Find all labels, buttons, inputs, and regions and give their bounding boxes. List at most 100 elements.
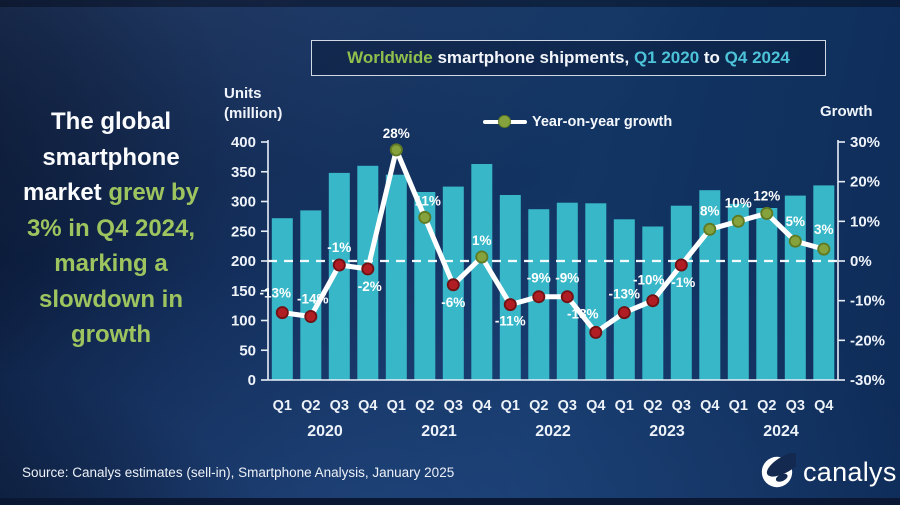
growth-label-Q3-2020: -1% (327, 240, 351, 255)
growth-label-Q1-2021: 28% (383, 126, 410, 141)
growth-label-Q1-2020: -13% (260, 286, 292, 301)
left-tick-label-350: 350 (231, 164, 256, 181)
headline-segment: market (22, 179, 102, 206)
left-axis-title-line1: Units (224, 85, 262, 102)
bar-Q4-2020 (357, 165, 379, 380)
growth-marker-Q4-2021 (475, 250, 489, 264)
x-label-Q3-2021: Q3 (444, 398, 463, 414)
x-label-Q4-2022: Q4 (586, 398, 605, 414)
growth-label-Q4-2024: 3% (814, 222, 834, 237)
growth-marker-Q3-2020 (332, 258, 346, 272)
x-label-Q4-2020: Q4 (358, 398, 377, 414)
headline-line: The global (4, 104, 218, 140)
right-tick-label-0: 0% (850, 253, 872, 270)
x-label-Q2-2021: Q2 (415, 398, 434, 414)
bottom-border-strip (0, 498, 900, 505)
bar-Q1-2023 (613, 219, 635, 380)
growth-marker-Q4-2020 (361, 262, 375, 276)
x-label-Q3-2024: Q3 (786, 398, 805, 414)
headline-line: growth (4, 317, 218, 353)
growth-label-Q2-2023: -10% (633, 273, 665, 288)
canalys-logo: canalys (758, 453, 897, 491)
title-part-start-quarter: Q1 2020 (633, 48, 700, 67)
headline-segment: 3% in Q4 2024, (26, 214, 196, 242)
canalys-logo-text: canalys (803, 456, 897, 487)
growth-marker-Q3-2021 (446, 278, 460, 292)
x-label-Q1-2022: Q1 (501, 398, 520, 414)
x-label-Q1-2021: Q1 (387, 398, 406, 414)
x-label-Q3-2022: Q3 (558, 398, 577, 414)
x-label-Q4-2021: Q4 (472, 398, 491, 414)
x-label-Q2-2022: Q2 (529, 398, 548, 414)
growth-label-Q3-2024: 5% (786, 214, 806, 229)
legend-line-icon (483, 115, 527, 129)
headline-line: smartphone (4, 140, 218, 176)
bar-Q2-2024 (756, 208, 778, 380)
headline-segment: grew by (101, 179, 200, 206)
year-label-2023: 2023 (649, 423, 685, 440)
year-label-2020: 2020 (307, 423, 343, 440)
growth-marker-Q2-2021 (418, 210, 432, 224)
bar-Q4-2023 (699, 190, 721, 380)
bar-Q3-2023 (670, 205, 692, 380)
growth-marker-Q2-2022 (532, 290, 546, 304)
growth-marker-Q1-2024 (731, 214, 745, 228)
bar-Q1-2024 (727, 203, 749, 380)
growth-marker-Q1-2023 (617, 306, 631, 320)
growth-marker-Q3-2024 (788, 234, 802, 248)
growth-label-Q3-2023: -1% (671, 275, 695, 290)
growth-marker-Q4-2024 (817, 242, 831, 256)
growth-label-Q1-2022: -11% (495, 314, 526, 329)
left-axis-title-line2: (million) (224, 105, 283, 122)
headline-segment: smartphone (42, 143, 180, 171)
bar-Q2-2021 (414, 192, 436, 380)
left-tick-label-300: 300 (231, 194, 256, 211)
growth-marker-Q2-2023 (646, 294, 660, 308)
right-tick-label--20: -20% (850, 332, 885, 349)
bar-Q1-2022 (499, 195, 521, 380)
left-tick-label-150: 150 (231, 283, 256, 300)
growth-label-Q1-2024: 10% (725, 195, 752, 210)
bar-Q1-2020 (271, 218, 293, 380)
canalys-logo-icon (761, 453, 796, 488)
right-axis-title: Growth (820, 103, 873, 120)
chart-title-box: Worldwide smartphone shipments, Q1 2020 … (311, 40, 826, 76)
headline-segment: slowdown in (39, 285, 183, 313)
legend-dot-icon (498, 115, 511, 129)
headline-segment: The global (51, 108, 171, 135)
growth-marker-Q1-2022 (503, 298, 517, 312)
left-tick-label-100: 100 (231, 313, 256, 330)
growth-label-Q2-2022: -9% (527, 271, 551, 286)
bar-Q3-2024 (784, 195, 806, 380)
bar-Q2-2022 (528, 209, 550, 380)
bar-Q1-2021 (385, 174, 407, 380)
bar-Q2-2023 (642, 226, 664, 380)
x-label-Q2-2023: Q2 (643, 398, 662, 414)
right-tick-label-10: 10% (850, 213, 880, 230)
left-tick-label-400: 400 (231, 134, 256, 151)
growth-label-Q4-2022: -18% (567, 306, 599, 321)
left-tick-label-50: 50 (239, 342, 256, 359)
headline-line: marking a (4, 246, 218, 282)
title-part-worldwide: Worldwide (347, 48, 433, 67)
bar-Q4-2022 (585, 203, 607, 380)
legend-label: Year-on-year growth (532, 114, 673, 130)
top-border-strip (0, 0, 900, 7)
bar-Q4-2024 (813, 185, 835, 380)
growth-label-Q4-2020: -2% (358, 279, 382, 294)
x-label-Q2-2020: Q2 (301, 398, 320, 414)
growth-marker-Q2-2024 (760, 206, 774, 220)
growth-marker-Q1-2021 (389, 143, 403, 157)
x-label-Q4-2023: Q4 (700, 398, 719, 414)
right-tick-label--10: -10% (850, 293, 885, 310)
legend: Year-on-year growth (483, 114, 672, 130)
right-tick-label-20: 20% (850, 174, 880, 191)
year-label-2024: 2024 (763, 423, 799, 440)
headline-line: slowdown in (4, 282, 218, 318)
x-label-Q1-2023: Q1 (615, 398, 634, 414)
growth-marker-Q3-2022 (560, 290, 574, 304)
right-tick-label-30: 30% (850, 134, 880, 151)
headline-segment: marking a (54, 250, 168, 277)
x-label-Q2-2024: Q2 (757, 398, 776, 414)
left-tick-label-0: 0 (248, 372, 256, 389)
